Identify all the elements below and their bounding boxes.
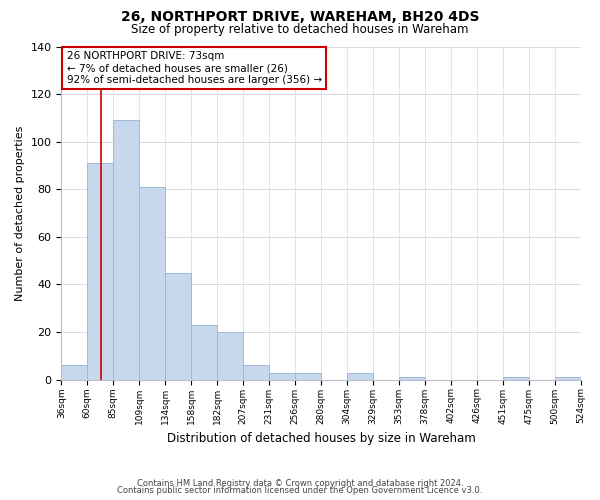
Bar: [554, 378, 581, 380]
Text: 26 NORTHPORT DRIVE: 73sqm
← 7% of detached houses are smaller (26)
92% of semi-d: 26 NORTHPORT DRIVE: 73sqm ← 7% of detach…: [67, 52, 322, 84]
Text: 26, NORTHPORT DRIVE, WAREHAM, BH20 4DS: 26, NORTHPORT DRIVE, WAREHAM, BH20 4DS: [121, 10, 479, 24]
Bar: [191, 325, 217, 380]
Text: Contains public sector information licensed under the Open Government Licence v3: Contains public sector information licen…: [118, 486, 482, 495]
Bar: [503, 378, 529, 380]
Bar: [243, 366, 269, 380]
Text: Size of property relative to detached houses in Wareham: Size of property relative to detached ho…: [131, 22, 469, 36]
Y-axis label: Number of detached properties: Number of detached properties: [15, 126, 25, 301]
Bar: [113, 120, 139, 380]
Bar: [88, 163, 113, 380]
Bar: [217, 332, 243, 380]
Bar: [399, 378, 425, 380]
Bar: [269, 372, 295, 380]
Text: Contains HM Land Registry data © Crown copyright and database right 2024.: Contains HM Land Registry data © Crown c…: [137, 478, 463, 488]
Bar: [139, 187, 165, 380]
Bar: [165, 272, 191, 380]
Bar: [295, 372, 321, 380]
Bar: [347, 372, 373, 380]
Bar: [61, 366, 88, 380]
X-axis label: Distribution of detached houses by size in Wareham: Distribution of detached houses by size …: [167, 432, 475, 445]
